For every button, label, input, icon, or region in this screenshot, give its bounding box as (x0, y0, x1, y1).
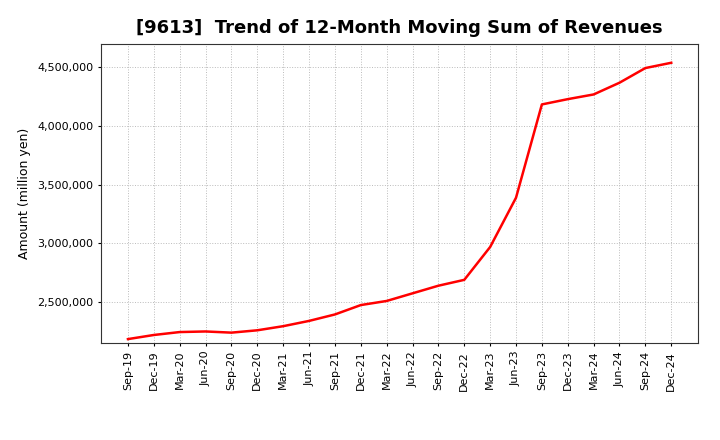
Title: [9613]  Trend of 12-Month Moving Sum of Revenues: [9613] Trend of 12-Month Moving Sum of R… (136, 19, 663, 37)
Y-axis label: Amount (million yen): Amount (million yen) (19, 128, 32, 259)
